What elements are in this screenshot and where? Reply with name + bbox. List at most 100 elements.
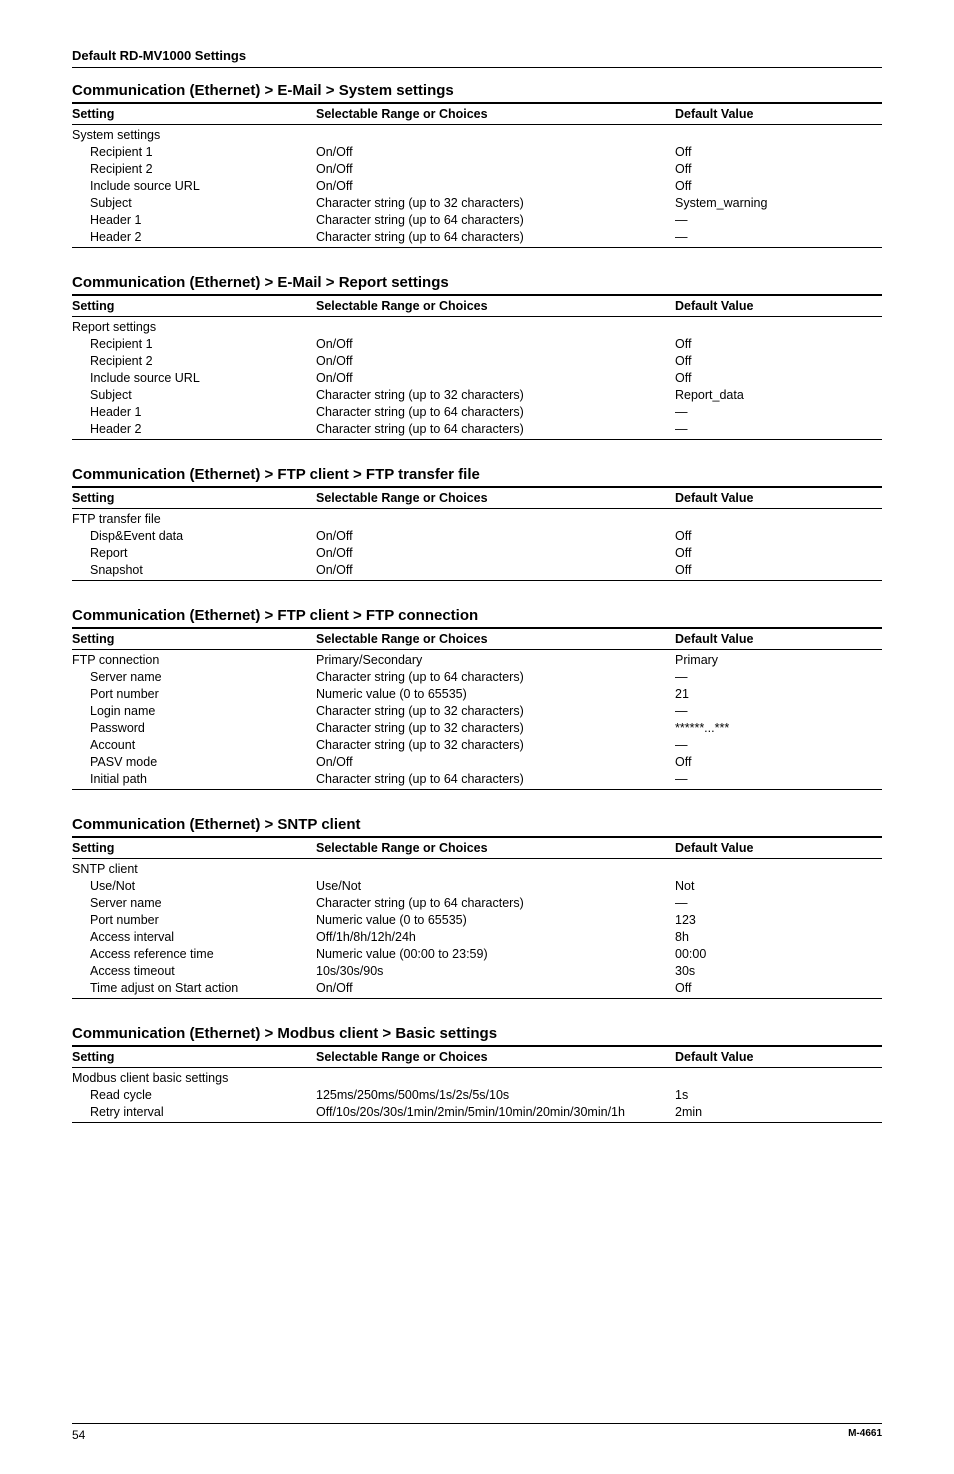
- setting-name: Header 1: [72, 405, 141, 419]
- col-header-setting: Setting: [72, 488, 316, 509]
- setting-name: Include source URL: [72, 179, 200, 193]
- group-label: FTP transfer file: [72, 509, 316, 528]
- setting-default: —: [675, 212, 882, 229]
- setting-name: Login name: [72, 704, 155, 718]
- setting-default: —: [675, 404, 882, 421]
- setting-default: Off: [675, 545, 882, 562]
- setting-range: On/Off: [316, 336, 675, 353]
- setting-default: 8h: [675, 929, 882, 946]
- section-title: Communication (Ethernet) > SNTP client: [72, 816, 882, 838]
- setting-name: Port number: [72, 687, 159, 701]
- setting-range: On/Off: [316, 562, 675, 581]
- group-range: [316, 125, 675, 144]
- setting-range: On/Off: [316, 545, 675, 562]
- col-header-range: Selectable Range or Choices: [316, 488, 675, 509]
- setting-default: Off: [675, 370, 882, 387]
- group-label: FTP connection: [72, 650, 316, 669]
- group-default: [675, 509, 882, 528]
- col-header-range: Selectable Range or Choices: [316, 296, 675, 317]
- setting-range: 125ms/250ms/500ms/1s/2s/5s/10s: [316, 1087, 675, 1104]
- group-range: [316, 509, 675, 528]
- setting-default: System_warning: [675, 195, 882, 212]
- group-range: [316, 1068, 675, 1087]
- section-title: Communication (Ethernet) > E-Mail > Repo…: [72, 274, 882, 296]
- setting-default: Off: [675, 336, 882, 353]
- setting-name: Include source URL: [72, 371, 200, 385]
- col-header-setting: Setting: [72, 296, 316, 317]
- setting-range: On/Off: [316, 754, 675, 771]
- col-header-range: Selectable Range or Choices: [316, 838, 675, 859]
- col-header-setting: Setting: [72, 1047, 316, 1068]
- col-header-default: Default Value: [675, 104, 882, 125]
- setting-range: Use/Not: [316, 878, 675, 895]
- group-label: Modbus client basic settings: [72, 1068, 316, 1087]
- col-header-default: Default Value: [675, 488, 882, 509]
- col-header-default: Default Value: [675, 1047, 882, 1068]
- setting-name: Access timeout: [72, 964, 175, 978]
- settings-table: SettingSelectable Range or ChoicesDefaul…: [72, 629, 882, 790]
- col-header-default: Default Value: [675, 838, 882, 859]
- setting-default: Off: [675, 562, 882, 581]
- setting-name: Time adjust on Start action: [72, 981, 238, 995]
- setting-name: Header 2: [72, 230, 141, 244]
- setting-range: On/Off: [316, 370, 675, 387]
- setting-range: On/Off: [316, 980, 675, 999]
- setting-default: Off: [675, 161, 882, 178]
- setting-name: Subject: [72, 388, 132, 402]
- setting-range: Character string (up to 64 characters): [316, 669, 675, 686]
- group-default: [675, 317, 882, 336]
- setting-range: Off/1h/8h/12h/24h: [316, 929, 675, 946]
- col-header-setting: Setting: [72, 629, 316, 650]
- setting-default: 123: [675, 912, 882, 929]
- setting-default: 30s: [675, 963, 882, 980]
- setting-name: Retry interval: [72, 1105, 164, 1119]
- setting-range: 10s/30s/90s: [316, 963, 675, 980]
- setting-default: 1s: [675, 1087, 882, 1104]
- setting-name: Read cycle: [72, 1088, 152, 1102]
- setting-default: Off: [675, 144, 882, 161]
- setting-default: Off: [675, 980, 882, 999]
- setting-range: On/Off: [316, 178, 675, 195]
- section-title: Communication (Ethernet) > Modbus client…: [72, 1025, 882, 1047]
- setting-name: Initial path: [72, 772, 147, 786]
- page-number: 54: [72, 1428, 85, 1442]
- setting-name: Recipient 2: [72, 162, 153, 176]
- setting-name: PASV mode: [72, 755, 157, 769]
- setting-range: Character string (up to 32 characters): [316, 387, 675, 404]
- col-header-setting: Setting: [72, 104, 316, 125]
- settings-table: SettingSelectable Range or ChoicesDefaul…: [72, 488, 882, 581]
- sections-container: Communication (Ethernet) > E-Mail > Syst…: [72, 82, 882, 1123]
- col-header-range: Selectable Range or Choices: [316, 104, 675, 125]
- setting-range: Character string (up to 64 characters): [316, 212, 675, 229]
- setting-range: Character string (up to 32 characters): [316, 195, 675, 212]
- group-label: Report settings: [72, 317, 316, 336]
- setting-name: Password: [72, 721, 145, 735]
- setting-default: 2min: [675, 1104, 882, 1123]
- setting-default: —: [675, 771, 882, 790]
- setting-name: Account: [72, 738, 135, 752]
- col-header-range: Selectable Range or Choices: [316, 629, 675, 650]
- group-default: [675, 125, 882, 144]
- setting-name: Server name: [72, 670, 162, 684]
- setting-range: Character string (up to 64 characters): [316, 229, 675, 248]
- doc-code: M-4661: [848, 1428, 882, 1442]
- page-header: Default RD-MV1000 Settings: [72, 48, 882, 68]
- group-default: [675, 1068, 882, 1087]
- setting-name: Recipient 1: [72, 145, 153, 159]
- setting-default: Off: [675, 178, 882, 195]
- group-label: SNTP client: [72, 859, 316, 878]
- setting-name: Access interval: [72, 930, 174, 944]
- setting-name: Snapshot: [72, 563, 143, 577]
- setting-range: Character string (up to 64 characters): [316, 895, 675, 912]
- setting-default: —: [675, 421, 882, 440]
- setting-name: Subject: [72, 196, 132, 210]
- section-title: Communication (Ethernet) > FTP client > …: [72, 607, 882, 629]
- settings-table: SettingSelectable Range or ChoicesDefaul…: [72, 296, 882, 440]
- settings-table: SettingSelectable Range or ChoicesDefaul…: [72, 838, 882, 999]
- setting-range: Character string (up to 64 characters): [316, 771, 675, 790]
- settings-table: SettingSelectable Range or ChoicesDefaul…: [72, 104, 882, 248]
- group-label: System settings: [72, 125, 316, 144]
- setting-default: Report_data: [675, 387, 882, 404]
- col-header-default: Default Value: [675, 629, 882, 650]
- setting-default: —: [675, 737, 882, 754]
